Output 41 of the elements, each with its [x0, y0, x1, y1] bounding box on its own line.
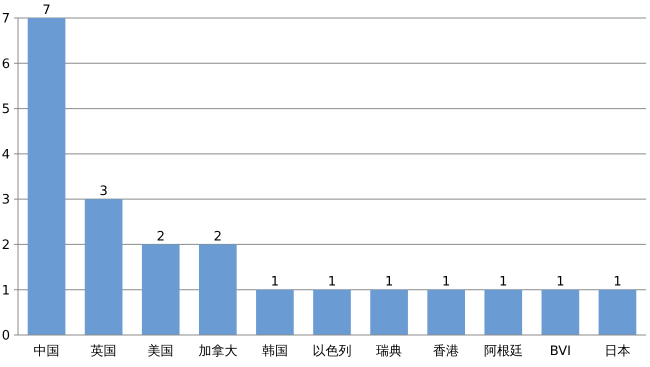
bar: [28, 18, 66, 335]
y-tick-label: 1: [2, 283, 10, 298]
y-tick-label: 7: [2, 12, 10, 27]
data-label: 1: [442, 274, 450, 290]
data-label: 1: [556, 274, 565, 290]
data-label: 1: [613, 274, 622, 290]
data-label: 2: [214, 229, 222, 244]
bar: [484, 290, 522, 335]
y-tick-label: 5: [2, 102, 10, 118]
x-tick-label: 韩国: [262, 344, 288, 359]
x-tick-label: 日本: [604, 344, 630, 359]
bar: [84, 199, 122, 335]
data-label: 3: [99, 184, 108, 200]
x-tick-label: 阿根廷: [484, 344, 523, 359]
x-tick-label: 香港: [433, 344, 460, 359]
x-tick-label: 中国: [34, 344, 60, 359]
bar: [370, 290, 408, 335]
bar: [142, 244, 180, 335]
bar: [313, 290, 351, 335]
x-tick-label: 以色列: [312, 344, 352, 359]
bar: [198, 244, 237, 335]
x-tick-label: BVI: [550, 344, 571, 359]
data-label: 7: [42, 3, 51, 18]
x-tick-label: 瑞典: [376, 344, 402, 359]
x-tick-label: 加拿大: [198, 344, 238, 359]
y-tick-label: 2: [2, 238, 10, 253]
y-tick-label: 6: [2, 56, 10, 72]
data-label: 1: [328, 274, 336, 290]
x-tick-label: 英国: [90, 344, 117, 359]
y-tick-label: 0: [2, 328, 10, 344]
bar: [427, 290, 466, 335]
bar: [542, 290, 580, 335]
data-label: 1: [270, 274, 280, 290]
x-tick-label: 美国: [148, 343, 174, 359]
y-tick-label: 3: [2, 192, 10, 208]
y-tick-label: 4: [2, 147, 10, 162]
data-label: 2: [156, 229, 165, 244]
bar: [256, 290, 294, 335]
data-label: 1: [384, 274, 394, 290]
bar: [598, 290, 636, 335]
data-label: 1: [499, 274, 508, 290]
